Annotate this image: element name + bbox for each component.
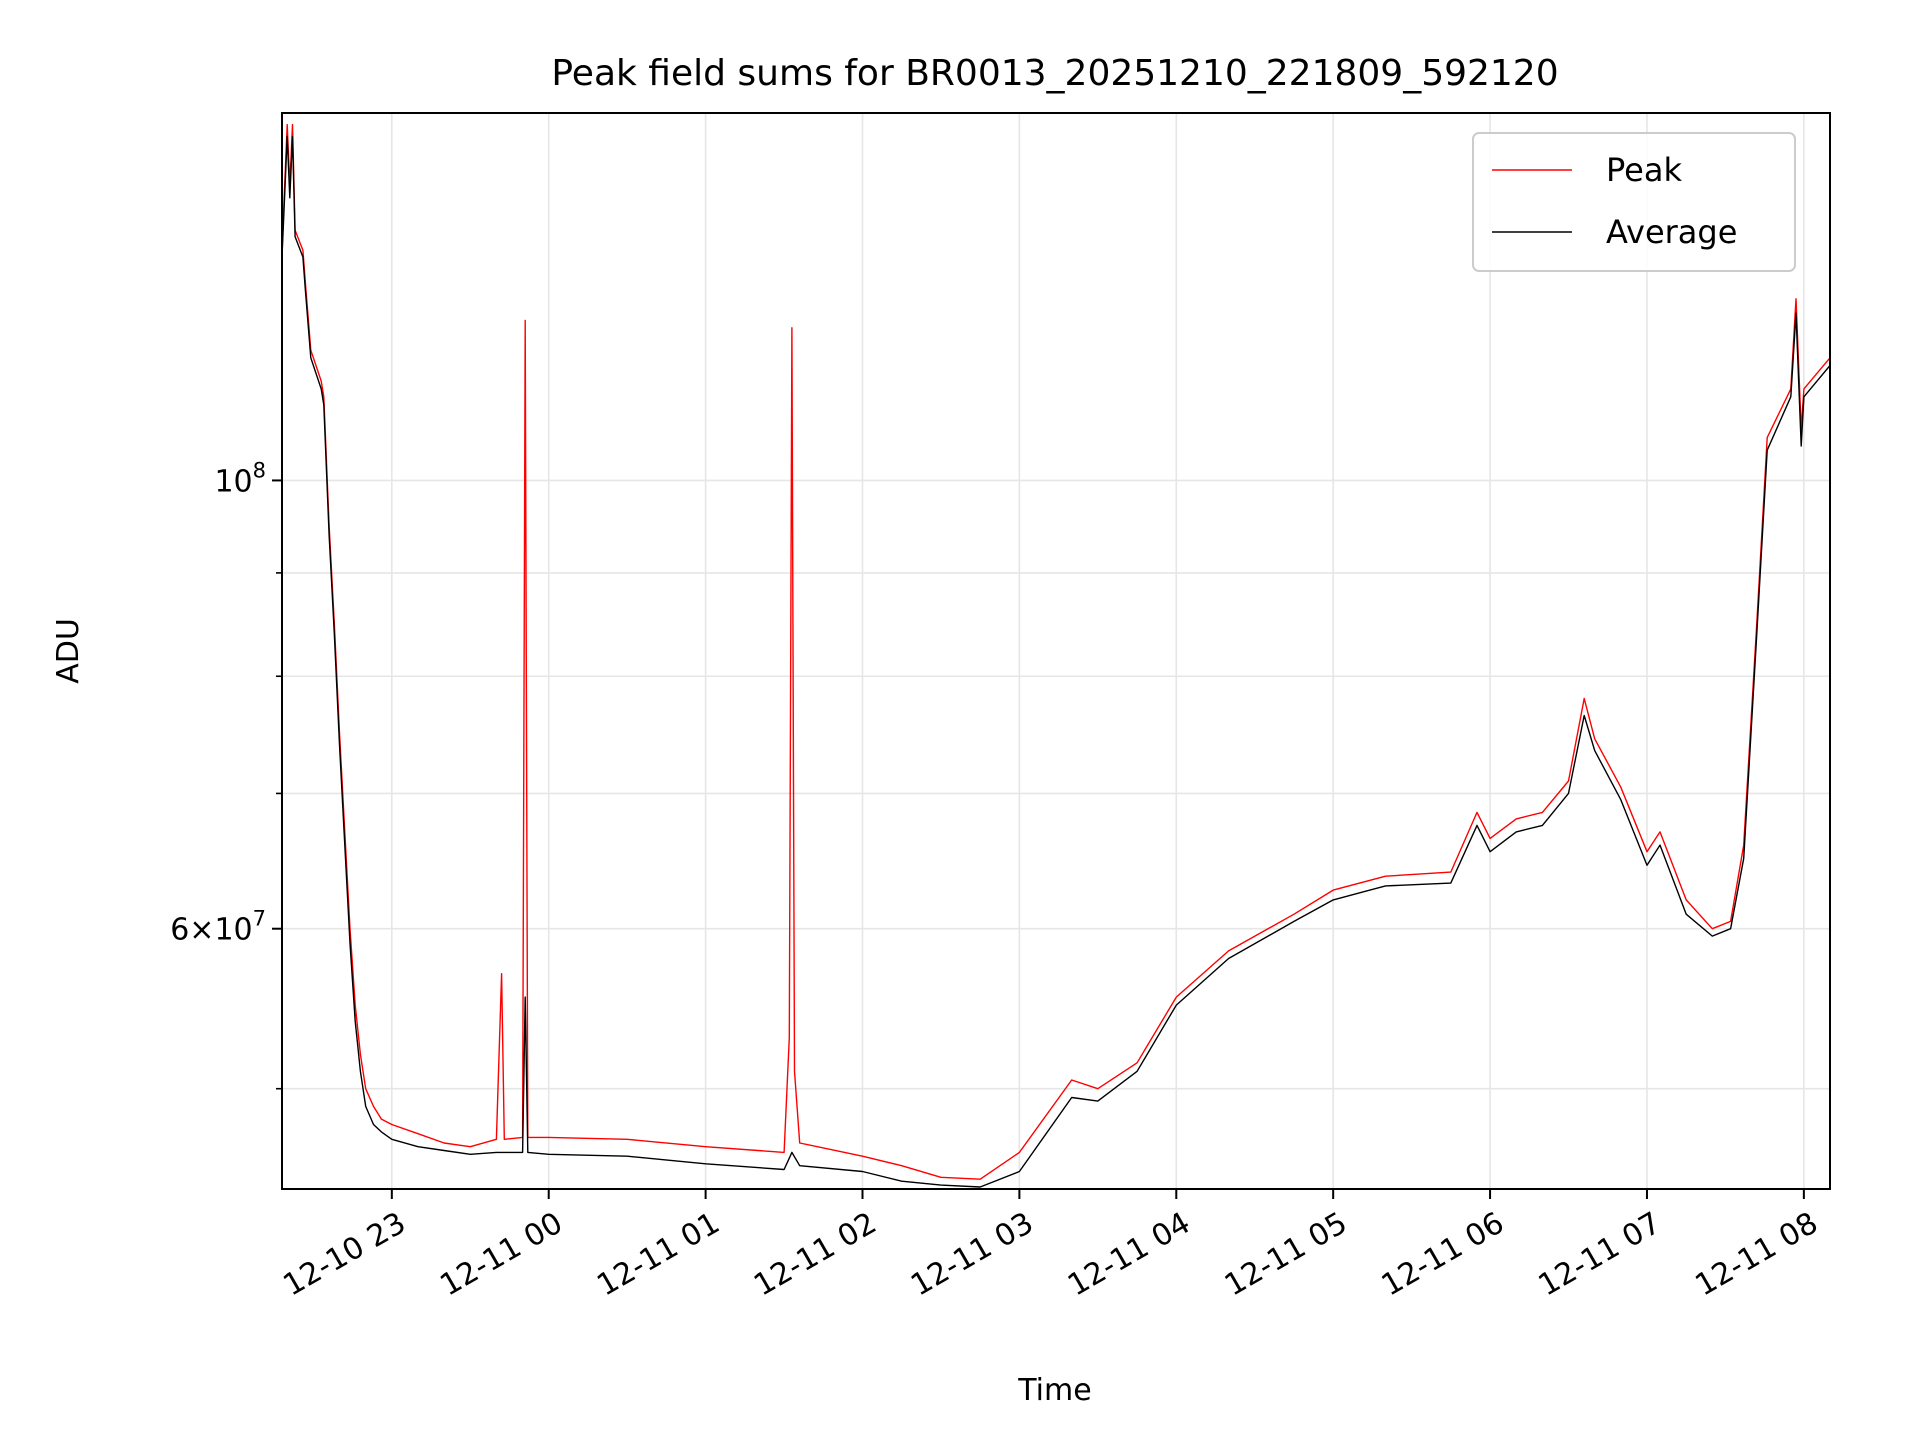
series-line-average: [282, 135, 1830, 1188]
legend-box: [1472, 132, 1796, 272]
y-tick-label-exponent: 8: [253, 458, 266, 482]
y-axis: 108 6×107: [170, 458, 282, 1090]
legend-label: Average: [1606, 213, 1737, 251]
legend: Peak Average: [1472, 132, 1796, 272]
y-tick-label-exponent: 7: [253, 907, 266, 931]
series-group: [282, 123, 1830, 1188]
legend-label: Peak: [1606, 151, 1682, 189]
y-tick-label-base: 6×10: [170, 913, 252, 948]
plot-frame: [281, 112, 1831, 1190]
x-axis-label: Time: [1017, 1373, 1091, 1408]
chart-title: Peak field sums for BR0013_20251210_2218…: [551, 53, 1558, 94]
y-tick-label: 6×107: [170, 907, 266, 948]
y-axis-label: ADU: [51, 618, 86, 684]
gridlines: [282, 113, 1830, 1189]
y-tick-label: 108: [214, 458, 266, 499]
y-tick-label-base: 10: [214, 464, 252, 499]
